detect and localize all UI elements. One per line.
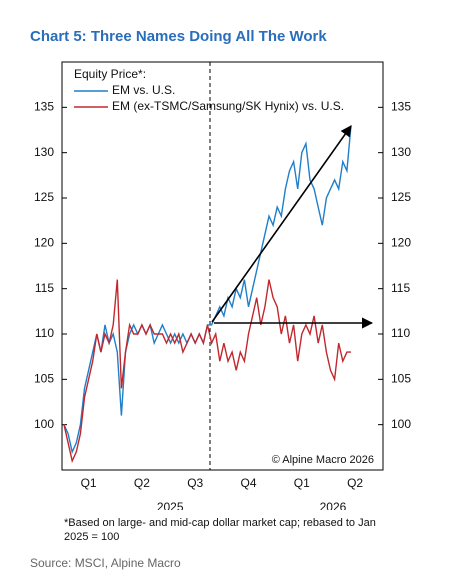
series-line (63, 125, 352, 455)
y-tick-label: 110 (35, 326, 54, 340)
y-tick-label: 125 (34, 190, 54, 204)
x-tick-label: Q1 (294, 476, 310, 490)
y2-tick-label: 125 (391, 190, 411, 204)
y-tick-label: 100 (34, 417, 54, 431)
y2-tick-label: 120 (391, 236, 411, 250)
x-tick-label: Q2 (134, 476, 150, 490)
footnote: *Based on large- and mid-cap dollar mark… (64, 517, 376, 543)
year-label: 2026 (320, 500, 347, 510)
legend-label: EM (ex-TSMC/Samsung/SK Hynix) vs. U.S. (112, 99, 344, 113)
x-tick-label: Q1 (81, 476, 97, 490)
y-tick-label: 135 (34, 100, 54, 114)
year-label: 2025 (157, 500, 184, 510)
y-tick-label: 130 (34, 145, 54, 159)
plot-frame (61, 61, 384, 471)
y2-tick-label: 110 (391, 326, 410, 340)
y2-tick-label: 100 (391, 417, 411, 431)
trend-arrow (211, 125, 352, 323)
x-tick-label: Q3 (187, 476, 203, 490)
chart-title: Chart 5: Three Names Doing All The Work (30, 28, 327, 45)
x-tick-label: Q2 (347, 476, 363, 490)
y-tick-label: 105 (34, 372, 54, 386)
copyright: © Alpine Macro 2026 (272, 454, 374, 466)
y2-tick-label: 105 (391, 372, 411, 386)
legend-title: Equity Price*: (74, 67, 146, 81)
y-tick-label: 120 (34, 236, 54, 250)
y2-tick-label: 130 (391, 145, 411, 159)
source: Source: MSCI, Alpine Macro (30, 556, 181, 570)
y2-tick-label: 135 (391, 100, 411, 114)
y2-tick-label: 115 (391, 281, 410, 295)
y-tick-label: 115 (35, 281, 54, 295)
x-tick-label: Q4 (240, 476, 256, 490)
chart: Equity Price*: © Alpine Macro 2026 100 10… (34, 61, 411, 510)
legend-label: EM vs. U.S. (112, 83, 175, 97)
series-line (63, 279, 351, 464)
